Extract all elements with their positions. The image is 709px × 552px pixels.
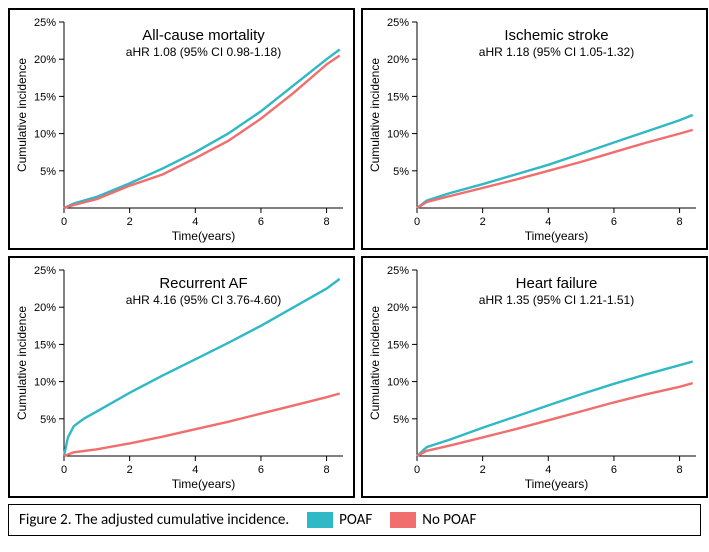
svg-text:2: 2 bbox=[127, 464, 133, 476]
svg-text:6: 6 bbox=[611, 464, 617, 476]
svg-text:8: 8 bbox=[677, 216, 683, 228]
svg-text:2: 2 bbox=[127, 216, 133, 228]
svg-text:Time(years): Time(years) bbox=[525, 477, 589, 491]
svg-text:10%: 10% bbox=[34, 129, 56, 141]
svg-text:aHR 4.16 (95% CI 3.76-4.60): aHR 4.16 (95% CI 3.76-4.60) bbox=[126, 293, 281, 307]
svg-text:aHR 1.18 (95% CI 1.05-1.32): aHR 1.18 (95% CI 1.05-1.32) bbox=[479, 45, 634, 59]
svg-text:Time(years): Time(years) bbox=[525, 229, 589, 243]
svg-text:20%: 20% bbox=[34, 302, 56, 314]
svg-text:aHR 1.35 (95% CI 1.21-1.51): aHR 1.35 (95% CI 1.21-1.51) bbox=[479, 293, 634, 307]
svg-text:6: 6 bbox=[258, 464, 264, 476]
svg-text:0: 0 bbox=[414, 216, 420, 228]
svg-text:5%: 5% bbox=[393, 166, 409, 178]
svg-text:Cumulative incidence: Cumulative incidence bbox=[368, 58, 382, 172]
svg-text:20%: 20% bbox=[34, 54, 56, 66]
chart-grid: 5%10%15%20%25%02468Cumulative incidenceT… bbox=[8, 8, 701, 498]
svg-text:0: 0 bbox=[61, 216, 67, 228]
svg-text:5%: 5% bbox=[40, 166, 56, 178]
svg-text:8: 8 bbox=[677, 464, 683, 476]
svg-text:Ischemic stroke: Ischemic stroke bbox=[504, 27, 608, 44]
svg-text:20%: 20% bbox=[387, 302, 409, 314]
svg-text:Heart failure: Heart failure bbox=[516, 275, 598, 292]
svg-text:15%: 15% bbox=[34, 339, 56, 351]
svg-text:All-cause mortality: All-cause mortality bbox=[142, 27, 265, 44]
panel-ischemic-stroke: 5% 10% 15% 20% 25% 0 2 4 6 8 Cumulative incidence T… bbox=[361, 8, 708, 250]
svg-text:0: 0 bbox=[414, 464, 420, 476]
svg-text:6: 6 bbox=[611, 216, 617, 228]
legend-swatch-poaf bbox=[307, 512, 333, 528]
svg-text:Cumulative incidence: Cumulative incidence bbox=[15, 58, 29, 172]
svg-text:4: 4 bbox=[545, 464, 551, 476]
svg-text:8: 8 bbox=[324, 464, 330, 476]
svg-text:aHR 1.08 (95% CI 0.98-1.18): aHR 1.08 (95% CI 0.98-1.18) bbox=[126, 45, 281, 59]
figure-caption: Figure 2. The adjusted cumulative incide… bbox=[19, 511, 289, 529]
panel-heart-failure: 5% 10% 15% 20% 25% 0 2 4 6 8 Cumulative incidence T… bbox=[361, 256, 708, 498]
panel-all-cause-mortality: 5% 10% 15% 20% 25% 0 2 4 6 8 Cumulative incidence T… bbox=[8, 8, 355, 250]
legend-label-no-poaf: No POAF bbox=[422, 511, 476, 529]
svg-text:15%: 15% bbox=[387, 91, 409, 103]
svg-text:10%: 10% bbox=[34, 377, 56, 389]
svg-text:Cumulative incidence: Cumulative incidence bbox=[368, 306, 382, 420]
svg-text:5%: 5% bbox=[40, 414, 56, 426]
svg-text:Recurrent AF: Recurrent AF bbox=[159, 275, 247, 292]
legend-item-no-poaf: No POAF bbox=[390, 511, 476, 529]
svg-text:4: 4 bbox=[192, 464, 198, 476]
svg-text:10%: 10% bbox=[387, 129, 409, 141]
svg-text:Time(years): Time(years) bbox=[172, 477, 236, 491]
svg-text:2: 2 bbox=[480, 216, 486, 228]
figure-legend: Figure 2. The adjusted cumulative incide… bbox=[8, 504, 701, 536]
svg-text:25%: 25% bbox=[34, 265, 56, 277]
legend-label-poaf: POAF bbox=[339, 511, 372, 529]
svg-text:5%: 5% bbox=[393, 414, 409, 426]
svg-text:6: 6 bbox=[258, 216, 264, 228]
svg-text:15%: 15% bbox=[387, 339, 409, 351]
svg-text:4: 4 bbox=[545, 216, 551, 228]
svg-text:2: 2 bbox=[480, 464, 486, 476]
svg-text:15%: 15% bbox=[34, 91, 56, 103]
panel-recurrent-af: 5% 10% 15% 20% 25% 0 2 4 6 8 Cumulative incidence T… bbox=[8, 256, 355, 498]
svg-text:8: 8 bbox=[324, 216, 330, 228]
svg-text:25%: 25% bbox=[387, 17, 409, 29]
svg-text:25%: 25% bbox=[387, 265, 409, 277]
svg-text:Time(years): Time(years) bbox=[172, 229, 236, 243]
svg-text:10%: 10% bbox=[387, 377, 409, 389]
legend-item-poaf: POAF bbox=[307, 511, 372, 529]
svg-text:0: 0 bbox=[61, 464, 67, 476]
svg-text:25%: 25% bbox=[34, 17, 56, 29]
svg-text:20%: 20% bbox=[387, 54, 409, 66]
legend-swatch-no-poaf bbox=[390, 512, 416, 528]
svg-text:Cumulative incidence: Cumulative incidence bbox=[15, 306, 29, 420]
svg-text:4: 4 bbox=[192, 216, 198, 228]
